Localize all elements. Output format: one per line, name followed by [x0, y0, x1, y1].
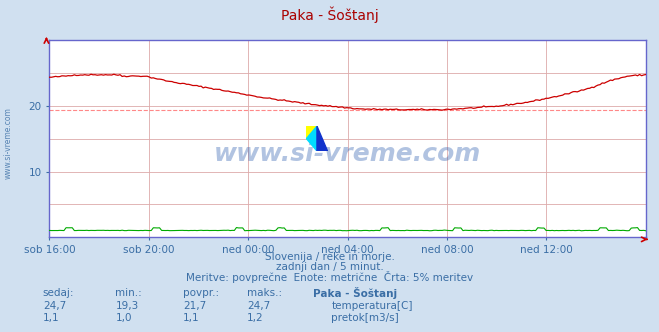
Text: 24,7: 24,7 [247, 301, 270, 311]
Text: Meritve: povprečne  Enote: metrične  Črta: 5% meritev: Meritve: povprečne Enote: metrične Črta:… [186, 271, 473, 283]
Text: min.:: min.: [115, 288, 142, 298]
Text: Paka - Šoštanj: Paka - Šoštanj [281, 7, 378, 23]
Text: 1,1: 1,1 [43, 313, 59, 323]
Text: povpr.:: povpr.: [183, 288, 219, 298]
Text: www.si-vreme.com: www.si-vreme.com [214, 142, 481, 166]
Text: Slovenija / reke in morje.: Slovenija / reke in morje. [264, 252, 395, 262]
Polygon shape [306, 126, 317, 151]
Polygon shape [317, 126, 328, 151]
Text: 19,3: 19,3 [115, 301, 138, 311]
Text: 1,2: 1,2 [247, 313, 264, 323]
Text: sedaj:: sedaj: [43, 288, 74, 298]
Text: pretok[m3/s]: pretok[m3/s] [331, 313, 399, 323]
Text: temperatura[C]: temperatura[C] [331, 301, 413, 311]
Text: www.si-vreme.com: www.si-vreme.com [3, 107, 13, 179]
Text: zadnji dan / 5 minut.: zadnji dan / 5 minut. [275, 262, 384, 272]
Text: 24,7: 24,7 [43, 301, 66, 311]
Text: Paka - Šoštanj: Paka - Šoštanj [313, 287, 397, 299]
Text: 1,1: 1,1 [183, 313, 200, 323]
Text: 21,7: 21,7 [183, 301, 206, 311]
Text: 1,0: 1,0 [115, 313, 132, 323]
Text: maks.:: maks.: [247, 288, 282, 298]
Polygon shape [306, 126, 317, 138]
